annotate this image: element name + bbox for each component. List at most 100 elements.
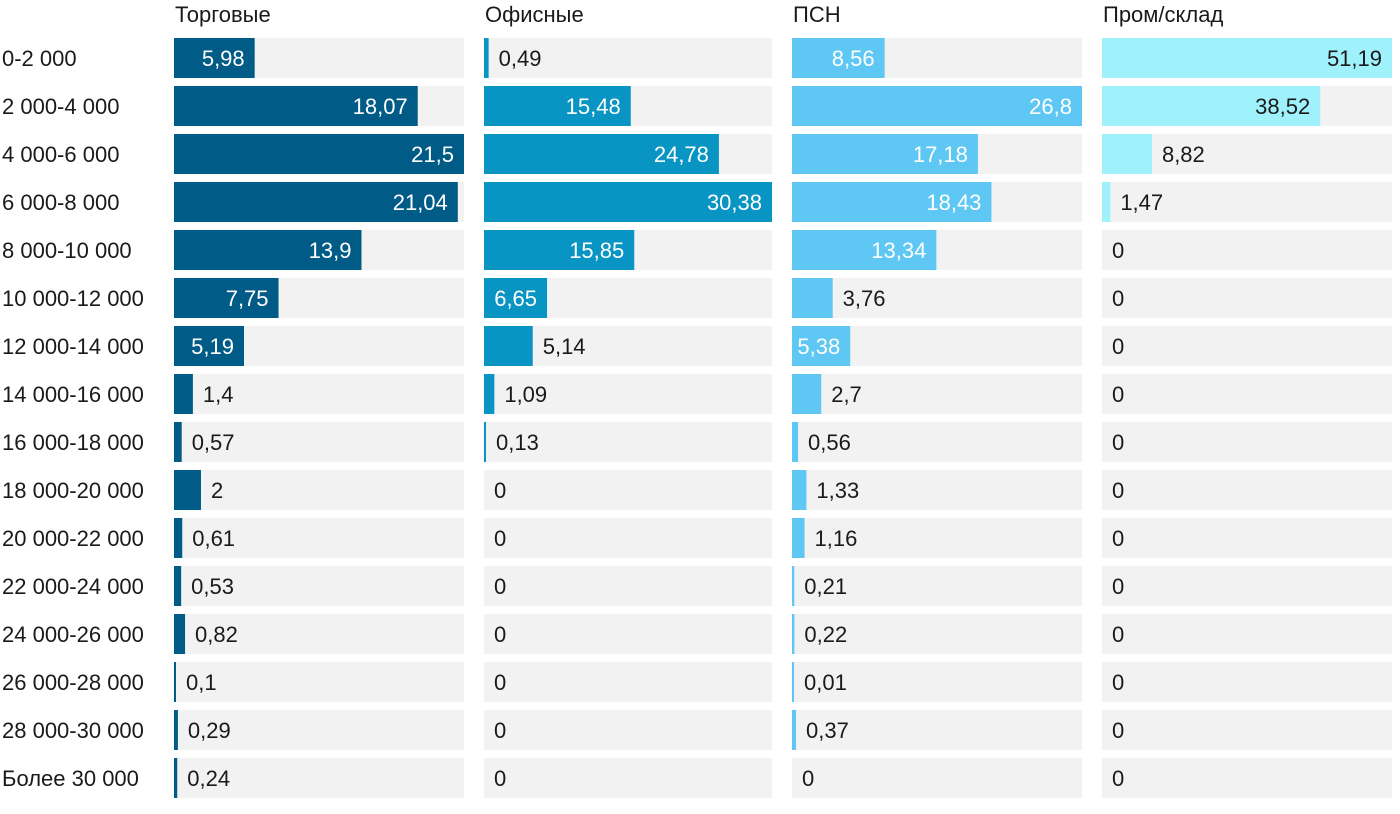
- bar-track: [792, 422, 1082, 462]
- data-label: 0: [1112, 622, 1124, 647]
- bar-track: [174, 422, 464, 462]
- bar: [484, 326, 533, 366]
- bar: [484, 374, 495, 414]
- bar: [792, 278, 833, 318]
- bar-track: [1102, 662, 1392, 702]
- data-label: 2,7: [831, 382, 862, 407]
- data-label: 0: [1112, 574, 1124, 599]
- category-label: 22 000-24 000: [2, 574, 144, 599]
- data-label: 7,75: [226, 286, 269, 311]
- data-label: 0,56: [808, 430, 851, 455]
- bar-track: [792, 710, 1082, 750]
- data-label: 0,29: [188, 718, 231, 743]
- bar-track: [174, 374, 464, 414]
- bar-track: [484, 374, 772, 414]
- data-label: 5,38: [797, 334, 840, 359]
- data-label: 24,78: [654, 142, 709, 167]
- bar: [174, 422, 182, 462]
- data-label: 0: [1112, 238, 1124, 263]
- category-label: 10 000-12 000: [2, 286, 144, 311]
- bar-track: [1102, 278, 1392, 318]
- series-title: Офисные: [485, 2, 584, 27]
- bar-track: [1102, 518, 1392, 558]
- data-label: 0: [1112, 430, 1124, 455]
- category-label: Более 30 000: [2, 766, 139, 791]
- data-label: 0,22: [804, 622, 847, 647]
- bar-track: [1102, 422, 1392, 462]
- bar: [174, 710, 178, 750]
- data-label: 0,01: [804, 670, 847, 695]
- data-label: 0: [1112, 382, 1124, 407]
- data-label: 5,98: [202, 46, 245, 71]
- data-label: 0,53: [191, 574, 234, 599]
- data-label: 0: [1112, 478, 1124, 503]
- bar: [792, 422, 799, 462]
- bar: [1102, 182, 1111, 222]
- data-label: 0: [1112, 334, 1124, 359]
- bar: [484, 86, 631, 126]
- bar: [174, 134, 464, 174]
- data-label: 1,33: [816, 478, 859, 503]
- data-label: 30,38: [707, 190, 762, 215]
- bar-track: [792, 470, 1082, 510]
- bar-track: [792, 374, 1082, 414]
- bar-track: [174, 614, 464, 654]
- bar-track: [792, 278, 1082, 318]
- bar-track: [792, 518, 1082, 558]
- category-label: 24 000-26 000: [2, 622, 144, 647]
- bar: [1102, 134, 1152, 174]
- data-label: 0: [494, 670, 506, 695]
- bar: [484, 38, 489, 78]
- bar-track: [174, 758, 464, 798]
- category-label: 6 000-8 000: [2, 190, 119, 215]
- bar-track: [174, 566, 464, 606]
- data-label: 15,85: [569, 238, 624, 263]
- bar-track: [174, 518, 464, 558]
- data-label: 13,34: [871, 238, 926, 263]
- category-label: 16 000-18 000: [2, 430, 144, 455]
- bar-track: [484, 758, 772, 798]
- bar-track: [484, 566, 772, 606]
- bar-track: [174, 470, 464, 510]
- bar: [792, 662, 794, 702]
- data-label: 0: [494, 526, 506, 551]
- data-label: 15,48: [566, 94, 621, 119]
- bar: [792, 566, 795, 606]
- bar: [484, 278, 548, 318]
- category-label: 0-2 000: [2, 46, 77, 71]
- data-label: 3,76: [843, 286, 886, 311]
- data-label: 0: [1112, 286, 1124, 311]
- bar-track: [1102, 374, 1392, 414]
- bar-track: [1102, 566, 1392, 606]
- data-label: 26,8: [1029, 94, 1072, 119]
- data-label: 21,5: [411, 142, 454, 167]
- data-label: 0,24: [187, 766, 230, 791]
- bar: [792, 182, 992, 222]
- data-label: 0: [494, 766, 506, 791]
- bar: [1102, 86, 1321, 126]
- bar-track: [1102, 230, 1392, 270]
- data-label: 0,37: [806, 718, 849, 743]
- bar-track: [1102, 326, 1392, 366]
- category-label: 20 000-22 000: [2, 526, 144, 551]
- bar-track: [484, 518, 772, 558]
- bar: [174, 614, 186, 654]
- data-label: 0,57: [192, 430, 235, 455]
- bar-track: [1102, 470, 1392, 510]
- data-label: 0,82: [195, 622, 238, 647]
- category-label: 18 000-20 000: [2, 478, 144, 503]
- data-label: 18,43: [926, 190, 981, 215]
- data-label: 0,13: [496, 430, 539, 455]
- data-label: 0: [494, 622, 506, 647]
- bar-track: [1102, 758, 1392, 798]
- bar: [174, 662, 176, 702]
- data-label: 38,52: [1255, 94, 1310, 119]
- data-label: 0: [802, 766, 814, 791]
- bar: [174, 230, 362, 270]
- bar: [484, 230, 635, 270]
- category-label: 26 000-28 000: [2, 670, 144, 695]
- data-label: 0: [1112, 526, 1124, 551]
- data-label: 18,07: [353, 94, 408, 119]
- bar-track: [484, 710, 772, 750]
